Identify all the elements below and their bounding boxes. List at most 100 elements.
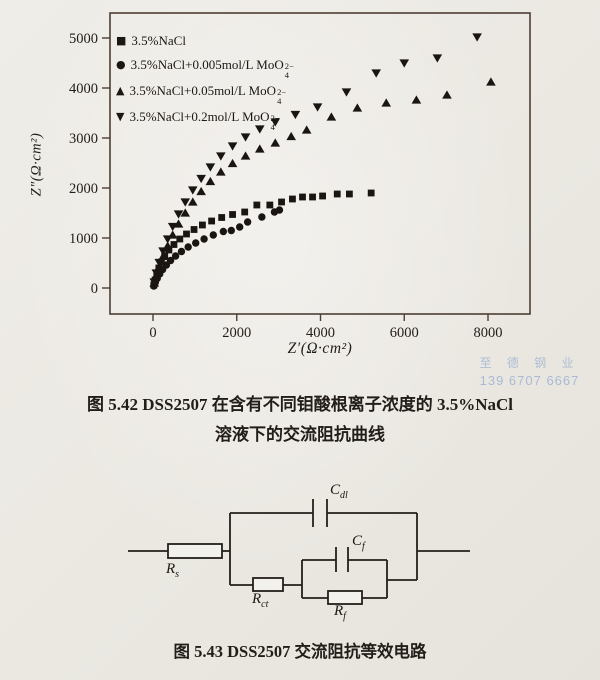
point-triangle-up xyxy=(205,176,216,186)
y-tick-label: 3000 xyxy=(69,131,98,147)
point-triangle-down xyxy=(205,163,216,172)
label-rf: Rf xyxy=(334,603,346,622)
impedance-chart-canvas: 0 2000 4000 6000 8000 0 1000 2000 3000 4000 5000 xyxy=(69,12,531,341)
point-circle xyxy=(227,226,236,235)
point-square xyxy=(183,230,190,238)
point-square xyxy=(319,192,326,200)
caption-fig-5-43: 图 5.43 DSS2507 交流阻抗等效电路 xyxy=(173,642,427,661)
point-circle xyxy=(235,223,244,231)
caption-fig-5-42-line1: 图 5.42 DSS2507 在含有不同钼酸根离子浓度的 3.5%NaCl xyxy=(87,395,513,414)
point-square xyxy=(289,195,296,203)
point-square xyxy=(176,235,184,243)
point-triangle-down xyxy=(154,258,165,268)
point-triangle-down xyxy=(432,54,443,63)
point-triangle-down xyxy=(173,210,184,219)
point-triangle-down xyxy=(270,118,281,127)
point-triangle-down xyxy=(216,152,226,161)
label-rct: Rct xyxy=(252,591,269,610)
point-square xyxy=(333,190,341,198)
legend-item: ■ 3.5%NaCl xyxy=(116,29,294,53)
point-square xyxy=(367,189,375,197)
x-axis-label: Z′(Ω·cm²) xyxy=(287,340,353,357)
point-triangle-up xyxy=(486,77,496,86)
legend-label: 3.5%NaCl+0.05mol/L MoO xyxy=(129,83,277,98)
point-square xyxy=(241,208,249,216)
point-triangle-up xyxy=(173,219,184,228)
watermark-phone: 139 6707 6667 xyxy=(479,373,580,388)
series-triangle-down xyxy=(149,33,482,287)
point-triangle-down xyxy=(371,69,381,78)
point-circle xyxy=(219,227,228,236)
series-triangle-up xyxy=(149,77,496,287)
point-triangle-down xyxy=(162,235,173,244)
label-cdl: Cdl xyxy=(330,482,348,501)
y-tick-label: 1000 xyxy=(69,231,98,247)
point-circle xyxy=(200,235,208,243)
point-square xyxy=(165,246,173,254)
formula-sup-sub: 2− 4 xyxy=(270,113,280,132)
watermark-company: 至 德 钢 业 xyxy=(479,356,580,370)
point-circle xyxy=(166,256,175,265)
x-tick-label: 6000 xyxy=(390,325,419,341)
point-triangle-down xyxy=(240,133,251,142)
caption-fig-5-42: 图 5.42 DSS2507 在含有不同钼酸根离子浓度的 3.5%NaCl 溶液… xyxy=(0,390,600,450)
triangle-down-marker-icon: ▼ xyxy=(116,110,125,123)
legend-item: ▼ 3.5%NaCl+0.2mol/L MoO 2− 4 xyxy=(116,105,294,131)
circle-marker-icon: ● xyxy=(116,58,126,71)
x-tick-label: 4000 xyxy=(306,325,335,341)
formula-sup-sub: 2− 4 xyxy=(277,87,287,106)
point-triangle-up xyxy=(216,167,226,176)
x-tick-label: 2000 xyxy=(222,325,251,341)
point-square xyxy=(170,241,178,248)
label-cf: Cf xyxy=(352,533,365,552)
point-triangle-up xyxy=(442,90,452,99)
resistor-rct xyxy=(252,577,284,592)
point-triangle-down xyxy=(187,186,198,195)
point-triangle-up xyxy=(411,95,422,104)
point-triangle-up xyxy=(286,131,296,141)
point-triangle-down xyxy=(472,33,482,42)
point-square xyxy=(345,190,353,198)
equivalent-circuit-figure: Rs Cdl Rct Cf Rf xyxy=(0,465,600,635)
resistor-rf xyxy=(327,590,363,605)
point-triangle-up xyxy=(180,208,191,217)
point-triangle-up xyxy=(326,112,337,121)
legend-label: 3.5%NaCl+0.005mol/L MoO xyxy=(130,57,284,72)
square-marker-icon: ■ xyxy=(116,34,127,47)
point-square xyxy=(278,198,285,206)
x-tick-label: 0 xyxy=(149,325,156,341)
impedance-chart-figure: 0 2000 4000 6000 8000 0 1000 2000 3000 4000 5000 ■… xyxy=(29,12,531,357)
point-triangle-up xyxy=(381,98,392,107)
point-square xyxy=(253,201,261,209)
triangle-up-marker-icon: ▲ xyxy=(116,84,125,97)
point-square xyxy=(208,217,216,225)
equivalent-circuit-canvas xyxy=(128,499,470,605)
point-triangle-up xyxy=(196,186,206,196)
point-triangle-down xyxy=(290,110,301,120)
y-tick-label: 5000 xyxy=(69,31,98,47)
point-circle xyxy=(171,252,180,260)
point-triangle-down xyxy=(167,222,178,232)
watermark: 至 德 钢 业 139 6707 6667 xyxy=(462,354,597,388)
point-square xyxy=(299,193,306,201)
point-triangle-up xyxy=(187,197,198,206)
point-triangle-down xyxy=(227,142,238,151)
chart-legend: ■ 3.5%NaCl ● 3.5%NaCl+0.005mol/L MoO 2− 4 ▲ 3.5… xyxy=(116,29,294,131)
legend-label: 3.5%NaCl+0.2mol/L MoO xyxy=(129,109,270,124)
point-circle xyxy=(184,243,192,251)
point-square xyxy=(218,214,226,221)
point-triangle-up xyxy=(254,144,265,153)
y-tick-label: 2000 xyxy=(69,181,98,197)
point-triangle-down xyxy=(151,269,162,278)
point-triangle-down xyxy=(196,174,206,184)
point-circle xyxy=(192,239,200,247)
point-triangle-down xyxy=(312,103,323,112)
point-triangle-up xyxy=(240,151,251,160)
y-tick-label: 4000 xyxy=(69,81,98,97)
point-triangle-down xyxy=(158,247,168,256)
point-square xyxy=(309,193,316,201)
point-triangle-down xyxy=(149,278,160,287)
legend-item: ● 3.5%NaCl+0.005mol/L MoO 2− 4 xyxy=(116,53,294,79)
point-square xyxy=(229,211,236,218)
